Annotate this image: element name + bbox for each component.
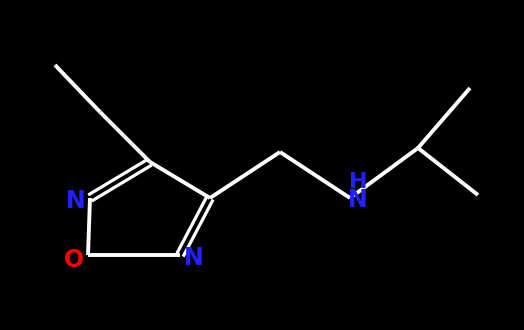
Text: N: N (348, 188, 368, 212)
Text: H: H (349, 172, 367, 192)
Text: N: N (184, 246, 204, 270)
Text: O: O (64, 248, 84, 272)
Text: N: N (66, 189, 86, 213)
